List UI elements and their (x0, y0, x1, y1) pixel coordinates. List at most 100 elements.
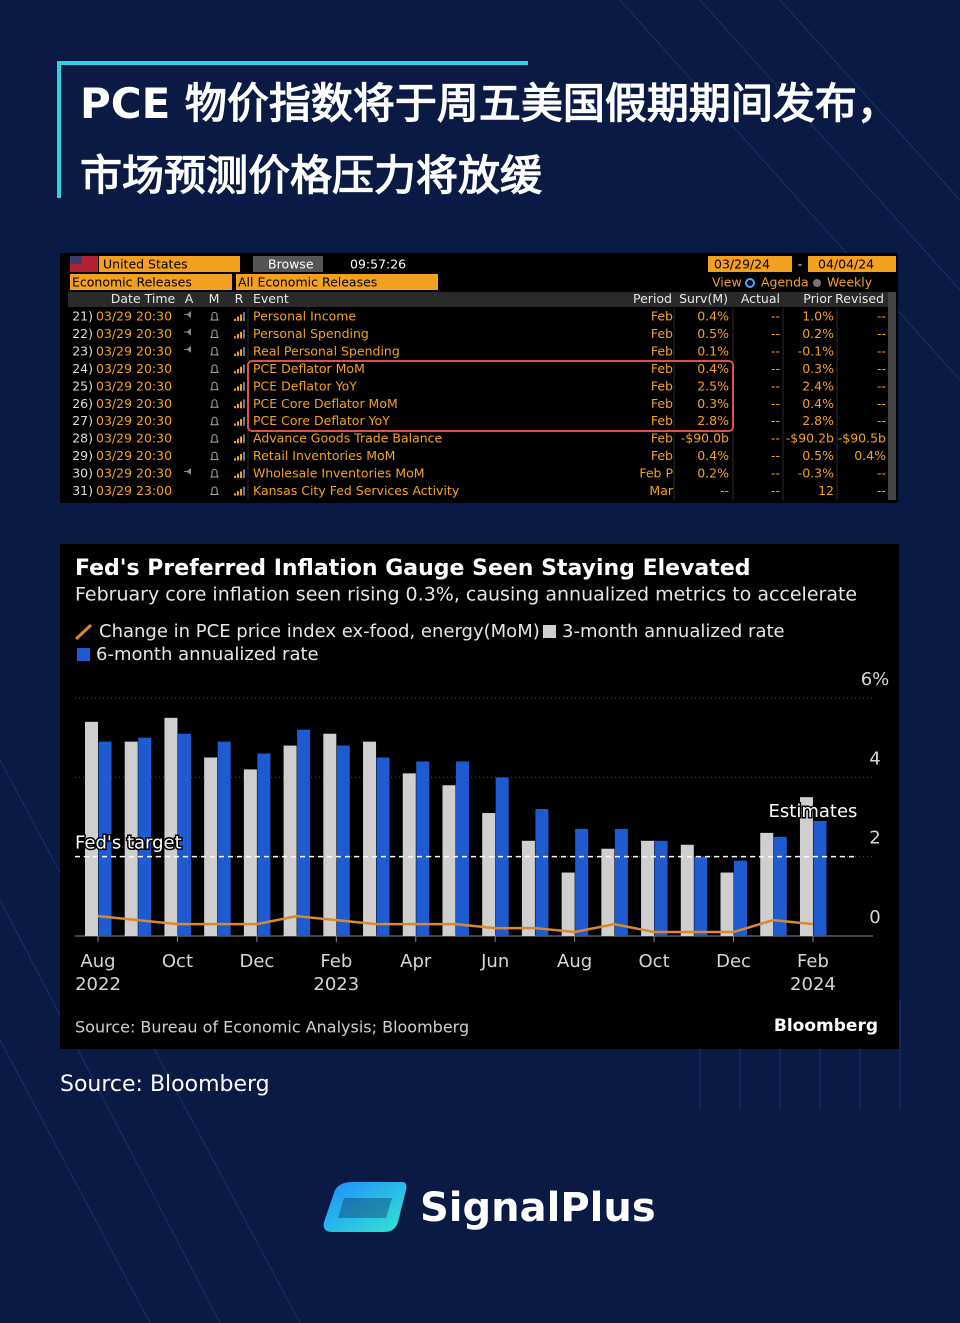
bell-icon (210, 416, 219, 426)
bar (402, 773, 416, 936)
bar (680, 844, 694, 936)
relevance-icon (240, 419, 242, 426)
column-header: M (209, 291, 220, 306)
list: Economic Releases (72, 275, 192, 290)
cell: -$90.5b (838, 431, 886, 446)
relevance-icon (237, 456, 239, 461)
cell: Feb (651, 309, 673, 324)
bar (297, 729, 311, 936)
relevance-icon (243, 347, 245, 356)
relevance-icon (237, 421, 239, 426)
cell: -- (771, 431, 780, 446)
cell: -$90.2b (786, 431, 834, 446)
agenda: Agenda (761, 275, 809, 290)
relevance-icon (237, 334, 239, 339)
cell: 0.5% (697, 326, 729, 341)
bar (323, 733, 337, 936)
cell: 0.1% (697, 343, 729, 358)
relevance-icon (237, 316, 239, 321)
bar (138, 737, 152, 936)
end-date: 04/04/24 (818, 257, 874, 272)
column-header: Event (253, 291, 289, 306)
bar (482, 813, 496, 936)
column-header: A (185, 291, 194, 306)
bar (164, 717, 178, 936)
cell: -- (877, 343, 886, 358)
cell: Kansas City Fed Services Activity (253, 483, 460, 498)
relevance-icon (237, 351, 239, 356)
relevance-icon (243, 434, 245, 444)
view: View (712, 275, 742, 290)
bar (363, 741, 377, 936)
date-sep: - (798, 257, 803, 272)
cell: -- (771, 413, 780, 428)
bar (720, 872, 734, 936)
end-date-box (808, 256, 896, 272)
cell: 03/29 20:30 (96, 413, 172, 428)
relevance-icon (237, 438, 239, 444)
relevance-icon (240, 471, 242, 479)
cell: -- (771, 483, 780, 498)
cell: 2.8% (697, 413, 729, 428)
cell: 0.2% (697, 466, 729, 481)
x-tick-label: Feb 2024 (790, 951, 836, 995)
bar (641, 840, 655, 936)
cell: Feb (651, 413, 673, 428)
cell: -- (771, 309, 780, 324)
bell-icon (210, 329, 219, 338)
cell: -- (720, 483, 729, 498)
weekly: Weekly (827, 275, 873, 290)
bar (561, 872, 575, 936)
cell: 0.4% (802, 396, 834, 411)
bar (535, 809, 549, 936)
filter-box (236, 274, 438, 290)
cell: 03/29 20:30 (96, 448, 172, 463)
row-number: 24) (72, 361, 93, 376)
legend-swatch (77, 648, 90, 661)
relevance-icon (243, 364, 245, 374)
x-tick-label: Oct (638, 951, 670, 972)
relevance-icon (234, 371, 236, 374)
bar (654, 840, 668, 936)
bell-icon (210, 312, 219, 321)
bar (694, 856, 708, 936)
chart-source: Source: Bureau of Economic Analysis; Blo… (75, 1018, 469, 1037)
cell: -- (877, 413, 886, 428)
flag-canton (70, 256, 82, 264)
x-tick-label: Dec (239, 951, 275, 972)
cell: 03/29 20:30 (96, 378, 172, 393)
row-number: 23) (72, 343, 93, 358)
relevance-icon (243, 399, 245, 409)
cell: 0.4% (854, 448, 886, 463)
target-label: Fed's target (75, 833, 182, 854)
cell: 12 (818, 483, 834, 498)
row-number: 25) (72, 378, 93, 393)
cell: 2.5% (697, 378, 729, 393)
bell-icon (210, 451, 219, 461)
relevance-icon (240, 314, 242, 321)
row-number: 26) (72, 396, 93, 411)
row-number: 29) (72, 448, 93, 463)
y-tick-label: 2 (869, 828, 880, 849)
column-header: Actual (741, 291, 780, 306)
row-number: 27) (72, 413, 93, 428)
cell: -- (877, 326, 886, 341)
bar (773, 836, 787, 936)
legend-label: Change in PCE price index ex-food, energ… (99, 621, 540, 642)
relevance-icon (237, 368, 239, 374)
legend-swatch (543, 625, 556, 638)
cell: Feb (651, 396, 673, 411)
bar (217, 741, 231, 936)
cell: 03/29 23:00 (96, 483, 172, 498)
alert-icon (184, 468, 191, 476)
relevance-icon (243, 416, 245, 426)
cell: 0.3% (697, 396, 729, 411)
chart-title: Fed's Preferred Inflation Gauge Seen Sta… (75, 556, 750, 581)
x-tick-label: Aug 2022 (75, 951, 121, 995)
cell: -- (771, 326, 780, 341)
legend-label: 6-month annualized rate (96, 644, 319, 665)
cell: -- (877, 309, 886, 324)
cell: -- (877, 378, 886, 393)
bar (85, 721, 98, 936)
